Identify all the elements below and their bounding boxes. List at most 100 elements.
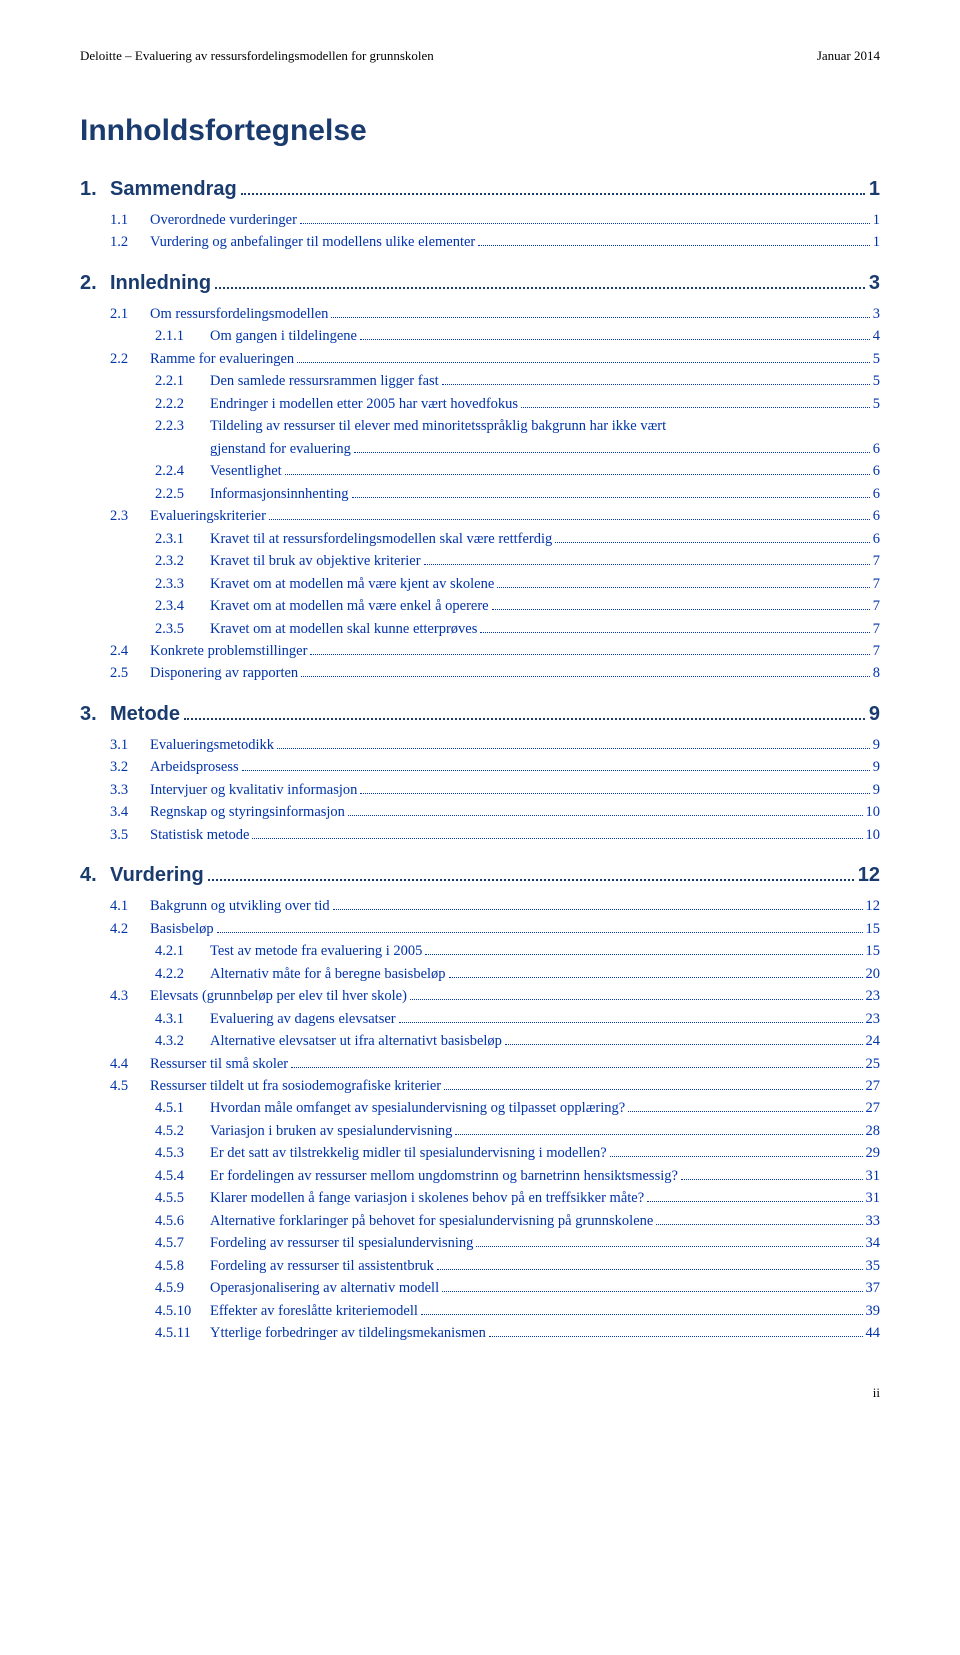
toc-sub-entry[interactable]: 3.4Regnskap og styringsinformasjon10 <box>80 801 880 823</box>
toc-entry-number: 3.4 <box>110 801 150 823</box>
toc-entry-label: Klarer modellen å fange variasjon i skol… <box>210 1187 644 1209</box>
toc-subsub-entry[interactable]: 4.5.4Er fordelingen av ressurser mellom … <box>80 1165 880 1187</box>
toc-subsub-entry[interactable]: 2.3.1Kravet til at ressursfordelingsmode… <box>80 528 880 550</box>
toc-section-heading[interactable]: 2.Innledning3 <box>80 272 880 295</box>
toc-entry-number: 4.5.2 <box>155 1120 210 1142</box>
toc-sub-entry[interactable]: 2.3Evalueringskriterier6 <box>80 505 880 527</box>
toc-entry-number: 2.5 <box>110 662 150 684</box>
toc-leader-dots <box>242 770 870 771</box>
toc-subsub-entry[interactable]: 2.2.2Endringer i modellen etter 2005 har… <box>80 393 880 415</box>
toc-subsub-entry[interactable]: 2.2.4Vesentlighet6 <box>80 460 880 482</box>
toc-sub-entry[interactable]: 2.1Om ressursfordelingsmodellen3 <box>80 303 880 325</box>
toc-entry-page: 6 <box>873 438 880 460</box>
toc-entry-number: 2.2.4 <box>155 460 210 482</box>
toc-entry-label: Om gangen i tildelingene <box>210 325 357 347</box>
toc-subsub-entry[interactable]: 2.3.5Kravet om at modellen skal kunne et… <box>80 618 880 640</box>
toc-section-heading[interactable]: 1.Sammendrag1 <box>80 178 880 201</box>
toc-subsub-entry[interactable]: 2.2.5Informasjonsinnhenting6 <box>80 483 880 505</box>
toc-entry-number: 4. <box>80 864 110 887</box>
toc-entry-label: Konkrete problemstillinger <box>150 640 307 662</box>
toc-subsub-entry[interactable]: 4.5.1Hvordan måle omfanget av spesialund… <box>80 1097 880 1119</box>
toc-subsub-entry[interactable]: 4.2.1Test av metode fra evaluering i 200… <box>80 940 880 962</box>
toc-subsub-entry[interactable]: 2.3.4Kravet om at modellen må være enkel… <box>80 595 880 617</box>
toc-sub-entry[interactable]: 3.3Intervjuer og kvalitativ informasjon9 <box>80 779 880 801</box>
toc-leader-dots <box>449 977 863 978</box>
toc-sub-entry[interactable]: 4.5Ressurser tildelt ut fra sosiodemogra… <box>80 1075 880 1097</box>
toc-entry-page: 3 <box>873 303 880 325</box>
toc-sub-entry[interactable]: 1.2Vurdering og anbefalinger til modelle… <box>80 231 880 253</box>
toc-entry-page: 1 <box>873 209 880 231</box>
toc-leader-dots <box>424 564 870 565</box>
toc-subsub-entry[interactable]: 2.2.1Den samlede ressursrammen ligger fa… <box>80 370 880 392</box>
toc-subsub-entry[interactable]: 4.5.2Variasjon i bruken av spesialunderv… <box>80 1120 880 1142</box>
toc-entry-number: 2.2.5 <box>155 483 210 505</box>
toc-entry-number: 2.4 <box>110 640 150 662</box>
toc-entry-label: Kravet til bruk av objektive kriterier <box>210 550 421 572</box>
toc-sub-entry[interactable]: 3.1Evalueringsmetodikk9 <box>80 734 880 756</box>
toc-entry-label: Disponering av rapporten <box>150 662 298 684</box>
toc-sub-entry[interactable]: 4.2Basisbeløp15 <box>80 918 880 940</box>
toc-leader-dots <box>184 718 865 720</box>
toc-leader-dots <box>480 632 869 633</box>
toc-entry-label: Evaluering av dagens elevsatser <box>210 1008 396 1030</box>
toc-entry-page: 31 <box>866 1187 881 1209</box>
toc-leader-dots <box>291 1067 862 1068</box>
toc-entry-label: Fordeling av ressurser til assistentbruk <box>210 1255 434 1277</box>
toc-sub-entry[interactable]: 2.4Konkrete problemstillinger7 <box>80 640 880 662</box>
toc-entry-label: Informasjonsinnhenting <box>210 483 349 505</box>
toc-sub-entry[interactable]: 3.2Arbeidsprosess9 <box>80 756 880 778</box>
toc-sub-entry[interactable]: 3.5Statistisk metode10 <box>80 824 880 846</box>
toc-entry-page: 9 <box>873 734 880 756</box>
toc-section-heading[interactable]: 3.Metode9 <box>80 703 880 726</box>
toc-subsub-entry[interactable]: 2.1.1Om gangen i tildelingene4 <box>80 325 880 347</box>
toc-sub-entry[interactable]: 4.1Bakgrunn og utvikling over tid12 <box>80 895 880 917</box>
toc-subsub-entry[interactable]: 2.3.2Kravet til bruk av objektive kriter… <box>80 550 880 572</box>
toc-entry-page: 6 <box>873 505 880 527</box>
toc-subsub-entry[interactable]: 4.5.6Alternative forklaringer på behovet… <box>80 1210 880 1232</box>
toc-entry-page: 6 <box>873 460 880 482</box>
toc-entry-label: Overordnede vurderinger <box>150 209 297 231</box>
toc-entry-label: Ramme for evalueringen <box>150 348 294 370</box>
toc-leader-dots <box>208 879 854 881</box>
toc-leader-dots <box>555 542 869 543</box>
toc-entry-label: Innledning <box>110 272 211 295</box>
toc-sub-entry[interactable]: 4.3Elevsats (grunnbeløp per elev til hve… <box>80 985 880 1007</box>
toc-subsub-entry[interactable]: 4.5.10Effekter av foreslåtte kriteriemod… <box>80 1300 880 1322</box>
toc-sub-entry[interactable]: 2.2Ramme for evalueringen5 <box>80 348 880 370</box>
toc-subsub-entry[interactable]: 4.5.9Operasjonalisering av alternativ mo… <box>80 1277 880 1299</box>
toc-subsub-entry[interactable]: 4.5.8Fordeling av ressurser til assisten… <box>80 1255 880 1277</box>
toc-subsub-entry[interactable]: 4.3.2Alternative elevsatser ut ifra alte… <box>80 1030 880 1052</box>
toc-entry-number: 4.2.2 <box>155 963 210 985</box>
toc-subsub-entry[interactable]: 4.5.7Fordeling av ressurser til spesialu… <box>80 1232 880 1254</box>
toc-leader-dots <box>442 1291 862 1292</box>
toc-section-heading[interactable]: 4.Vurdering12 <box>80 864 880 887</box>
toc-entry-label: Intervjuer og kvalitativ informasjon <box>150 779 357 801</box>
page-footer-number: ii <box>80 1385 880 1401</box>
toc-subsub-entry[interactable]: 4.5.11Ytterlige forbedringer av tildelin… <box>80 1322 880 1344</box>
toc-entry-number: 3.5 <box>110 824 150 846</box>
toc-entry-label: Test av metode fra evaluering i 2005 <box>210 940 422 962</box>
toc-entry-page: 3 <box>869 272 880 295</box>
toc-entry-page: 27 <box>866 1075 881 1097</box>
toc-subsub-entry[interactable]: 4.5.3Er det satt av tilstrekkelig midler… <box>80 1142 880 1164</box>
toc-subsub-entry[interactable]: 4.5.5Klarer modellen å fange variasjon i… <box>80 1187 880 1209</box>
toc-entry-label: Er fordelingen av ressurser mellom ungdo… <box>210 1165 678 1187</box>
toc-leader-dots <box>301 676 870 677</box>
toc-entry-number: 4.5.5 <box>155 1187 210 1209</box>
toc-leader-dots <box>421 1314 863 1315</box>
toc-leader-dots <box>505 1044 863 1045</box>
toc-subsub-entry[interactable]: 4.2.2Alternativ måte for å beregne basis… <box>80 963 880 985</box>
toc-entry-page: 23 <box>866 985 881 1007</box>
toc-subsub-entry[interactable]: 4.3.1Evaluering av dagens elevsatser23 <box>80 1008 880 1030</box>
toc-entry-label: Basisbeløp <box>150 918 214 940</box>
toc-subsub-entry[interactable]: 2.2.3Tildeling av ressurser til elever m… <box>80 415 880 460</box>
toc-leader-dots <box>348 815 863 816</box>
toc-entry-number: 4.5.4 <box>155 1165 210 1187</box>
toc-leader-dots <box>241 193 865 195</box>
toc-sub-entry[interactable]: 4.4Ressurser til små skoler25 <box>80 1053 880 1075</box>
toc-leader-dots <box>492 609 870 610</box>
toc-sub-entry[interactable]: 2.5Disponering av rapporten8 <box>80 662 880 684</box>
toc-subsub-entry[interactable]: 2.3.3Kravet om at modellen må være kjent… <box>80 573 880 595</box>
toc-sub-entry[interactable]: 1.1Overordnede vurderinger1 <box>80 209 880 231</box>
toc-entry-number: 2.2.1 <box>155 370 210 392</box>
